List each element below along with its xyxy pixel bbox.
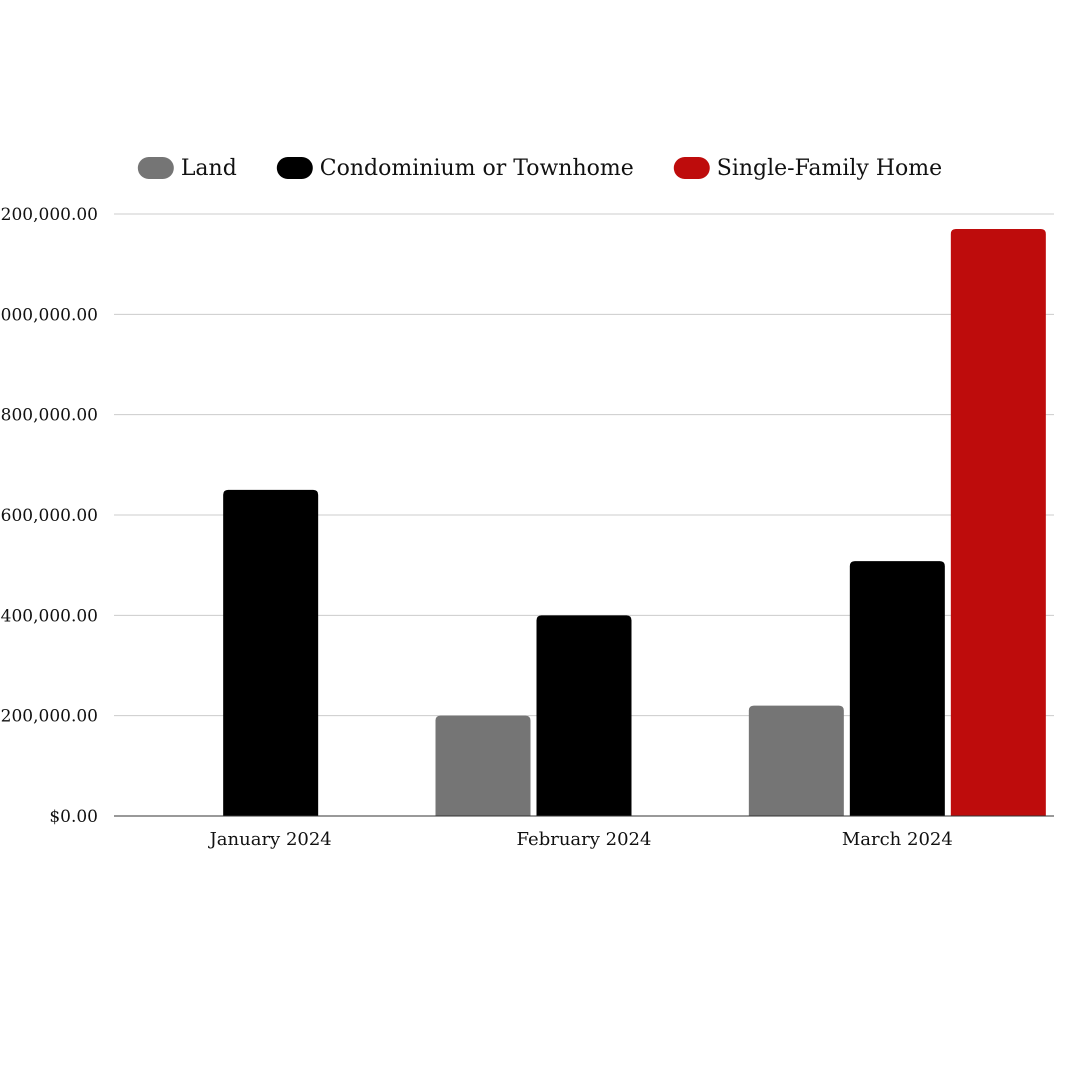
legend-item-single-family-home[interactable]: Single-Family Home (673, 156, 942, 181)
y-tick-label: $0.00 (49, 807, 98, 827)
bar-condominium-or-townhome-february-2024[interactable] (536, 615, 632, 816)
y-tick-label: $400,000.00 (0, 606, 98, 626)
legend-label: Condominium or Townhome (320, 156, 634, 181)
y-axis: $0.00 $200,000.00 $400,000.00 $600,000.00 $8… (0, 205, 98, 827)
bar-land-february-2024[interactable] (435, 715, 531, 816)
bar-single-family-home-march-2024[interactable] (950, 229, 1046, 817)
y-tick-label: $600,000.00 (0, 506, 98, 526)
x-category-label: February 2024 (517, 829, 652, 850)
legend-label: Land (181, 156, 237, 181)
legend-item-condominium-or-townhome[interactable]: Condominium or Townhome (276, 156, 634, 181)
y-tick-label: $800,000.00 (0, 406, 98, 426)
bars (223, 229, 1046, 817)
y-tick-label: $200,000.00 (0, 707, 98, 727)
bar-condominium-or-townhome-january-2024[interactable] (223, 489, 319, 816)
legend: Land Condominium or Townhome Single-Family… (137, 156, 942, 181)
x-category-label: March 2024 (842, 829, 953, 850)
legend-swatch (673, 157, 710, 179)
y-tick-label: $1,200,000.00 (0, 205, 98, 225)
bar-land-march-2024[interactable] (748, 705, 844, 816)
y-tick-label: $1,000,000.00 (0, 305, 98, 325)
x-axis: January 2024 February 2024 March 2024 (208, 829, 953, 850)
legend-swatch (137, 157, 174, 179)
legend-label: Single-Family Home (717, 156, 942, 181)
legend-item-land[interactable]: Land (137, 156, 237, 181)
legend-swatch (276, 157, 313, 179)
x-category-label: January 2024 (208, 829, 332, 850)
bar-condominium-or-townhome-march-2024[interactable] (849, 561, 945, 816)
